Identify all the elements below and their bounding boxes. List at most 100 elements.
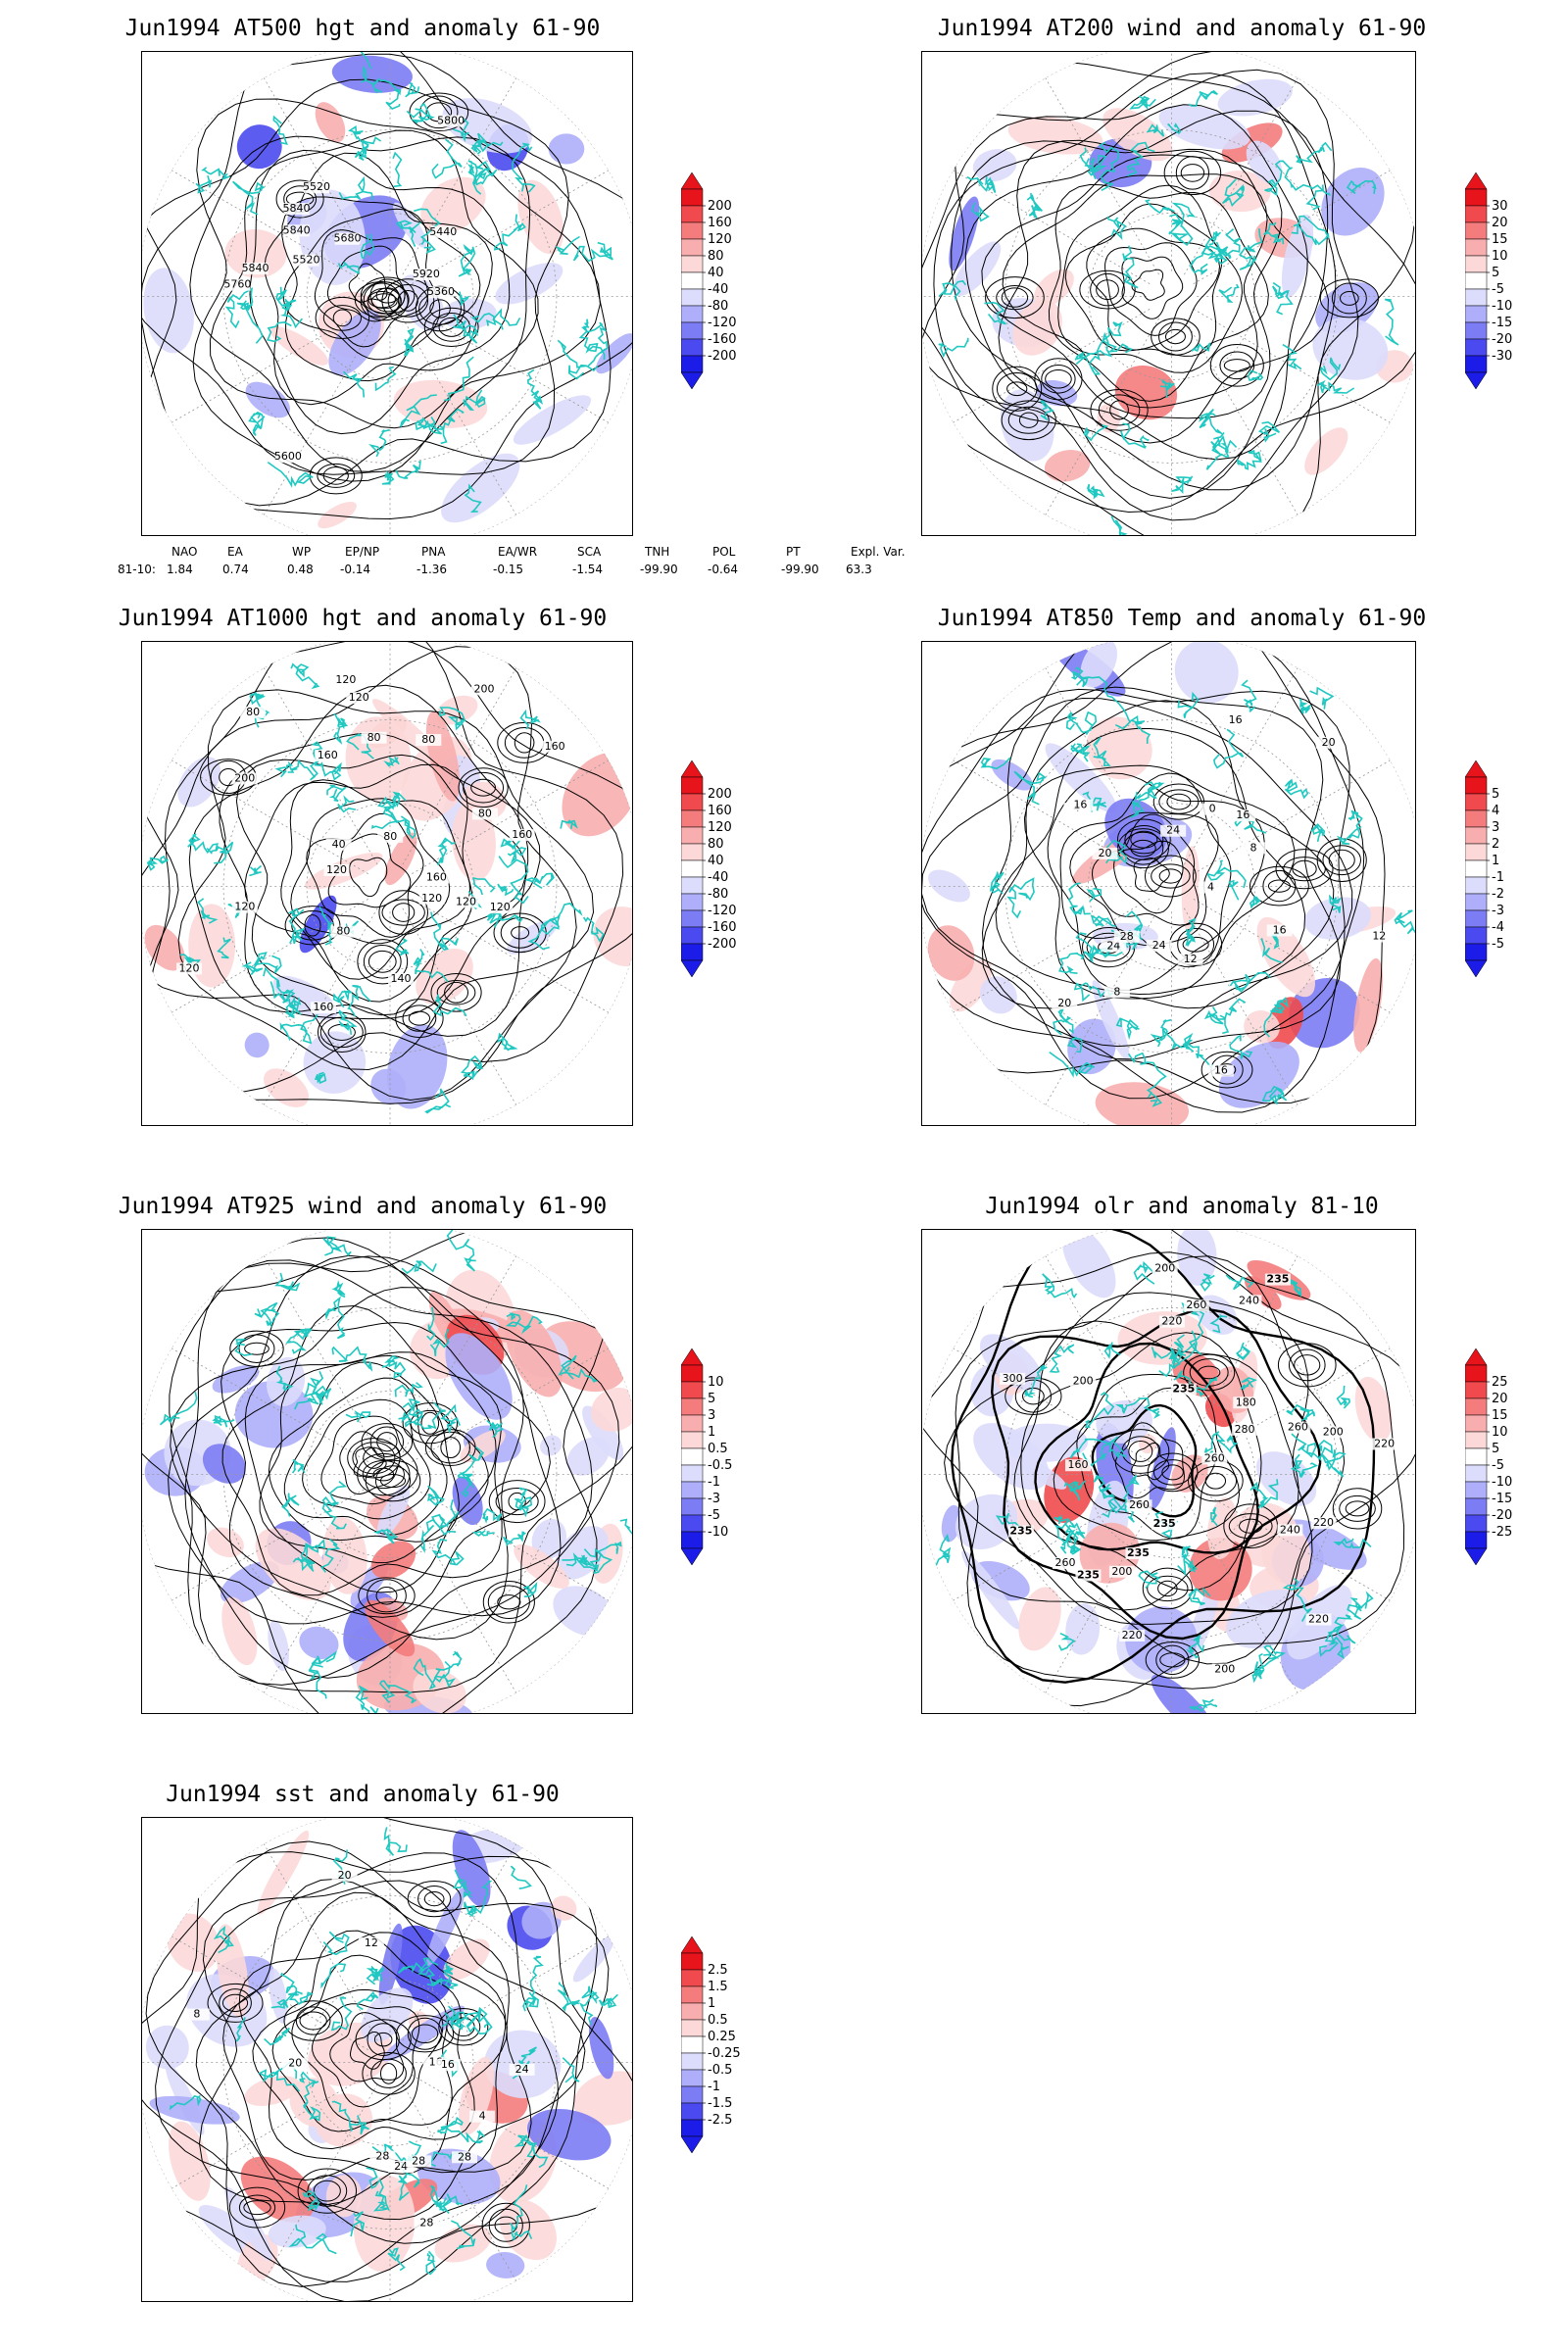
colorbar-segment — [681, 893, 704, 911]
contour-line — [409, 92, 469, 132]
contour-label-bg — [1092, 847, 1118, 859]
coastline — [169, 2094, 202, 2111]
coastline — [331, 2100, 369, 2135]
meridian-line — [402, 318, 517, 515]
map-content: 5840 5600 5520 5520 5360 5440 5800 5680 5760 5840… — [142, 52, 632, 535]
contour-label-bg — [1266, 924, 1293, 937]
contour-label-bg — [1277, 1524, 1303, 1537]
contour-line — [363, 944, 402, 979]
contour-label-bg — [1264, 1273, 1291, 1286]
colorbar-tick: 200 — [708, 199, 732, 214]
coastline — [347, 984, 371, 1017]
coastline — [249, 691, 270, 728]
contour-line — [995, 727, 1306, 996]
contour-line — [1079, 270, 1136, 310]
coastline — [463, 389, 486, 411]
contour-label: 260 — [1204, 1451, 1225, 1464]
coastline — [1203, 1431, 1239, 1457]
coastline — [1199, 409, 1223, 435]
colorbar-segment — [681, 238, 704, 257]
contour-label: 240 — [1280, 1523, 1300, 1536]
contour-line — [1007, 406, 1050, 434]
anomaly-shade — [224, 229, 287, 278]
coastline — [397, 2173, 410, 2201]
colorbar-tick: 25 — [1492, 1375, 1508, 1390]
colorbar-tick: 10 — [1492, 1425, 1508, 1440]
contour-label-bg — [240, 706, 267, 718]
coastline — [1257, 1479, 1279, 1509]
coastline — [1063, 1480, 1086, 1501]
coastline — [440, 1403, 461, 1435]
anomaly-shade — [1000, 389, 1054, 462]
coastline — [1079, 676, 1132, 730]
contour-label-bg — [1177, 953, 1203, 965]
anomaly-shade — [376, 1485, 411, 1539]
colorbar-tick: -2 — [1492, 887, 1504, 902]
latitude-circle — [222, 719, 558, 1054]
panel-title: Jun1994 AT200 wind and anomaly 61-90 — [937, 16, 1427, 41]
meridian-line — [1045, 318, 1159, 515]
colorbar-segment — [681, 1969, 704, 1987]
coastline — [427, 1485, 445, 1507]
contour-label-bg — [1126, 1499, 1152, 1512]
contour-label-bg — [1230, 809, 1256, 822]
meridian-line — [412, 899, 610, 1013]
index-header: POL — [712, 545, 736, 559]
colorbar-arrow-top — [1465, 760, 1488, 778]
meridian-line — [171, 899, 368, 1013]
contour-line — [922, 1230, 1405, 1707]
contour-line — [1023, 764, 1296, 1000]
map-svg — [922, 52, 1415, 535]
contour-label-bg — [303, 181, 329, 194]
map-svg: 120 80 160 160 200 120 80 160 120 80 40 140 120 160 80… — [142, 642, 632, 1125]
contour-label: 28 — [419, 2217, 433, 2230]
latitude-circle — [1088, 1391, 1255, 1558]
contour-line — [1155, 1644, 1190, 1676]
contour-label-bg — [1170, 1383, 1197, 1396]
anomaly-shade — [1018, 1587, 1061, 1651]
coastline — [368, 428, 390, 458]
colorbar-segment — [681, 1497, 704, 1516]
colorbar-segment — [1465, 826, 1488, 845]
map-content: 282420161284281620242828 — [142, 1818, 632, 2301]
contour-label: 28 — [412, 2154, 425, 2167]
anomaly-shade — [426, 1887, 466, 1966]
contour-line — [1200, 1051, 1253, 1089]
contour-line — [243, 2200, 271, 2216]
coastline — [510, 1865, 532, 1889]
coastline — [355, 1685, 383, 1713]
contour-label-bg — [487, 902, 514, 914]
coastline — [387, 2247, 406, 2272]
map-svg: 161281620244048121620282416162024 — [922, 642, 1415, 1125]
colorbar-tick: -120 — [708, 904, 737, 918]
coastline — [560, 819, 578, 829]
colorbar-svg: 2.5 1.5 1 0.5 0.25 -0.25 -0.5 -1 -1.5 -2.5 — [681, 1936, 741, 2154]
coastline — [514, 1487, 533, 1518]
meridian-line — [412, 1487, 610, 1601]
contour-label: 12 — [1184, 953, 1198, 965]
coastline — [980, 757, 1011, 770]
coastline — [1319, 357, 1342, 381]
latitude-circle — [222, 1895, 558, 2230]
contour-label: 5600 — [274, 450, 302, 463]
coastline — [1067, 882, 1091, 916]
contour-line — [1189, 1358, 1229, 1387]
colorbar-tick: 2 — [1492, 837, 1499, 852]
colorbar-segment — [681, 338, 704, 357]
coastline — [360, 233, 375, 259]
coastline — [451, 2220, 476, 2250]
coastline — [1273, 160, 1331, 197]
coastline — [1282, 1578, 1313, 1622]
coastline — [1261, 1085, 1288, 1105]
contour-line — [1113, 840, 1184, 914]
coastline — [1049, 1051, 1095, 1078]
colorbar-svg: 200 160 120 80 40 -40 -80 -120 -160 -200 — [681, 172, 737, 390]
coastline — [966, 175, 997, 193]
coastline — [308, 1650, 337, 1681]
contour-line — [955, 1255, 1346, 1665]
contour-label: 5360 — [427, 285, 455, 298]
meridian-line — [402, 667, 517, 865]
coastline — [264, 2027, 290, 2046]
colorbar-tick: 15 — [1492, 1408, 1508, 1423]
index-value: -0.64 — [708, 563, 739, 576]
